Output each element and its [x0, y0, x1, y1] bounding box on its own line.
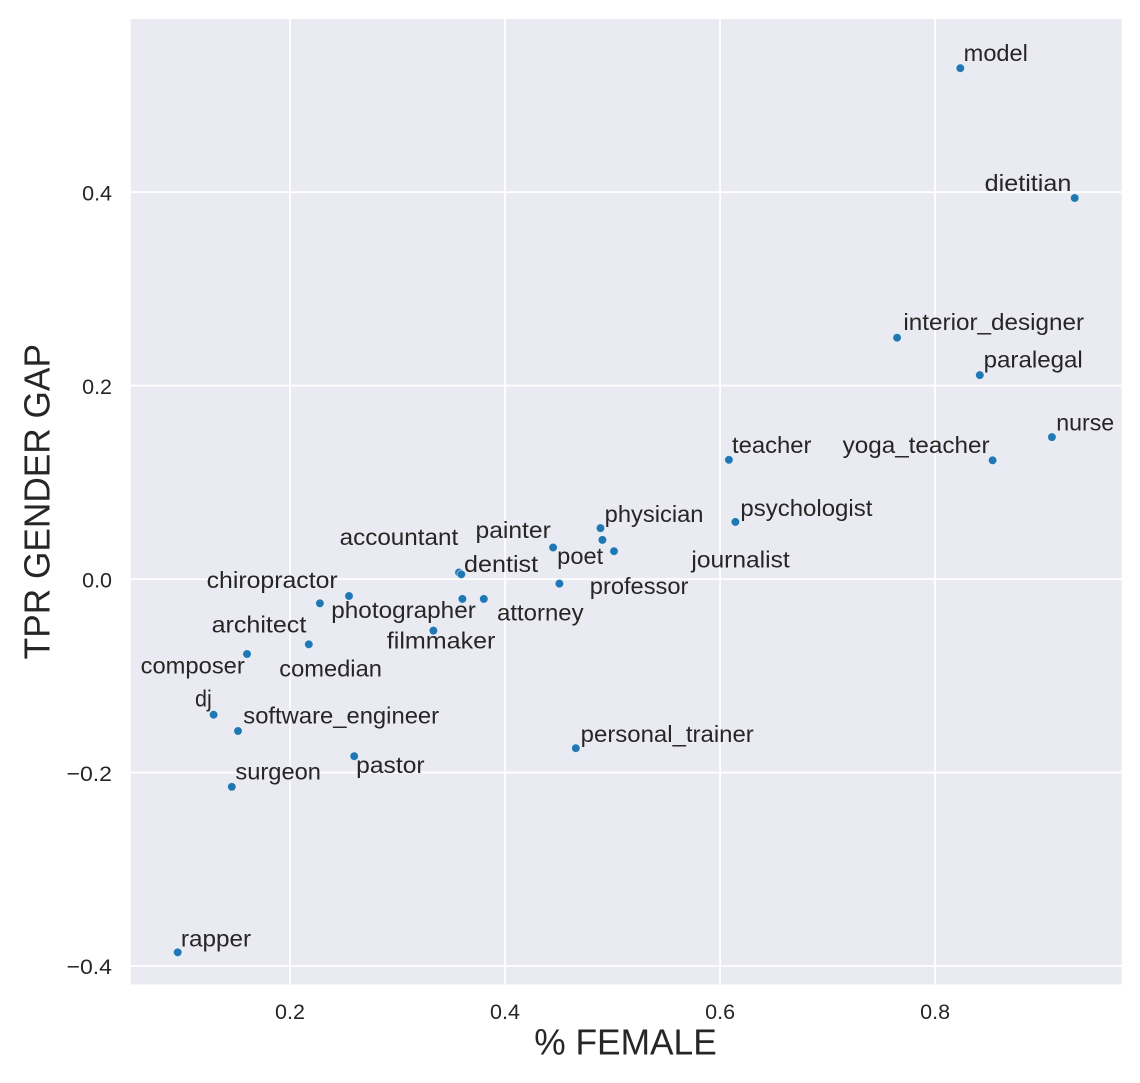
svg-text:chiropractor: chiropractor: [207, 567, 338, 593]
svg-text:nurse: nurse: [1056, 410, 1114, 436]
svg-text:psychologist: psychologist: [740, 495, 872, 521]
svg-text:dietitian: dietitian: [985, 170, 1072, 196]
svg-text:TPR GENDER GAP: TPR GENDER GAP: [17, 344, 58, 659]
svg-text:poet: poet: [557, 543, 603, 569]
svg-text:0.0: 0.0: [82, 568, 112, 592]
svg-text:−0.4: −0.4: [67, 955, 113, 979]
svg-text:dj: dj: [195, 686, 212, 712]
svg-text:comedian: comedian: [279, 656, 382, 682]
svg-text:dentist: dentist: [464, 551, 539, 577]
svg-text:0.2: 0.2: [82, 375, 112, 399]
svg-text:accountant: accountant: [340, 524, 459, 550]
svg-text:physician: physician: [605, 501, 704, 527]
svg-text:yoga_teacher: yoga_teacher: [843, 432, 990, 458]
svg-text:% FEMALE: % FEMALE: [534, 1022, 717, 1063]
svg-text:model: model: [964, 40, 1028, 66]
svg-text:0.8: 0.8: [920, 1000, 950, 1024]
svg-text:painter: painter: [476, 517, 551, 543]
svg-text:architect: architect: [212, 612, 307, 638]
svg-text:attorney: attorney: [497, 600, 584, 626]
svg-text:0.2: 0.2: [275, 1000, 305, 1024]
svg-text:paralegal: paralegal: [984, 346, 1083, 372]
svg-text:teacher: teacher: [732, 432, 812, 458]
svg-text:personal_trainer: personal_trainer: [581, 721, 754, 747]
svg-text:interior_designer: interior_designer: [903, 309, 1084, 335]
svg-text:filmmaker: filmmaker: [387, 628, 496, 654]
svg-text:0.4: 0.4: [490, 1000, 520, 1024]
svg-text:professor: professor: [590, 573, 689, 599]
svg-text:−0.2: −0.2: [67, 762, 113, 786]
svg-text:composer: composer: [141, 653, 245, 679]
svg-text:0.4: 0.4: [82, 181, 112, 205]
svg-text:photographer: photographer: [331, 597, 476, 623]
svg-text:rapper: rapper: [181, 926, 251, 952]
svg-text:software_engineer: software_engineer: [243, 702, 439, 728]
svg-text:surgeon: surgeon: [235, 759, 321, 785]
svg-text:0.6: 0.6: [705, 1000, 735, 1024]
svg-text:pastor: pastor: [356, 752, 425, 778]
svg-text:journalist: journalist: [690, 546, 790, 572]
